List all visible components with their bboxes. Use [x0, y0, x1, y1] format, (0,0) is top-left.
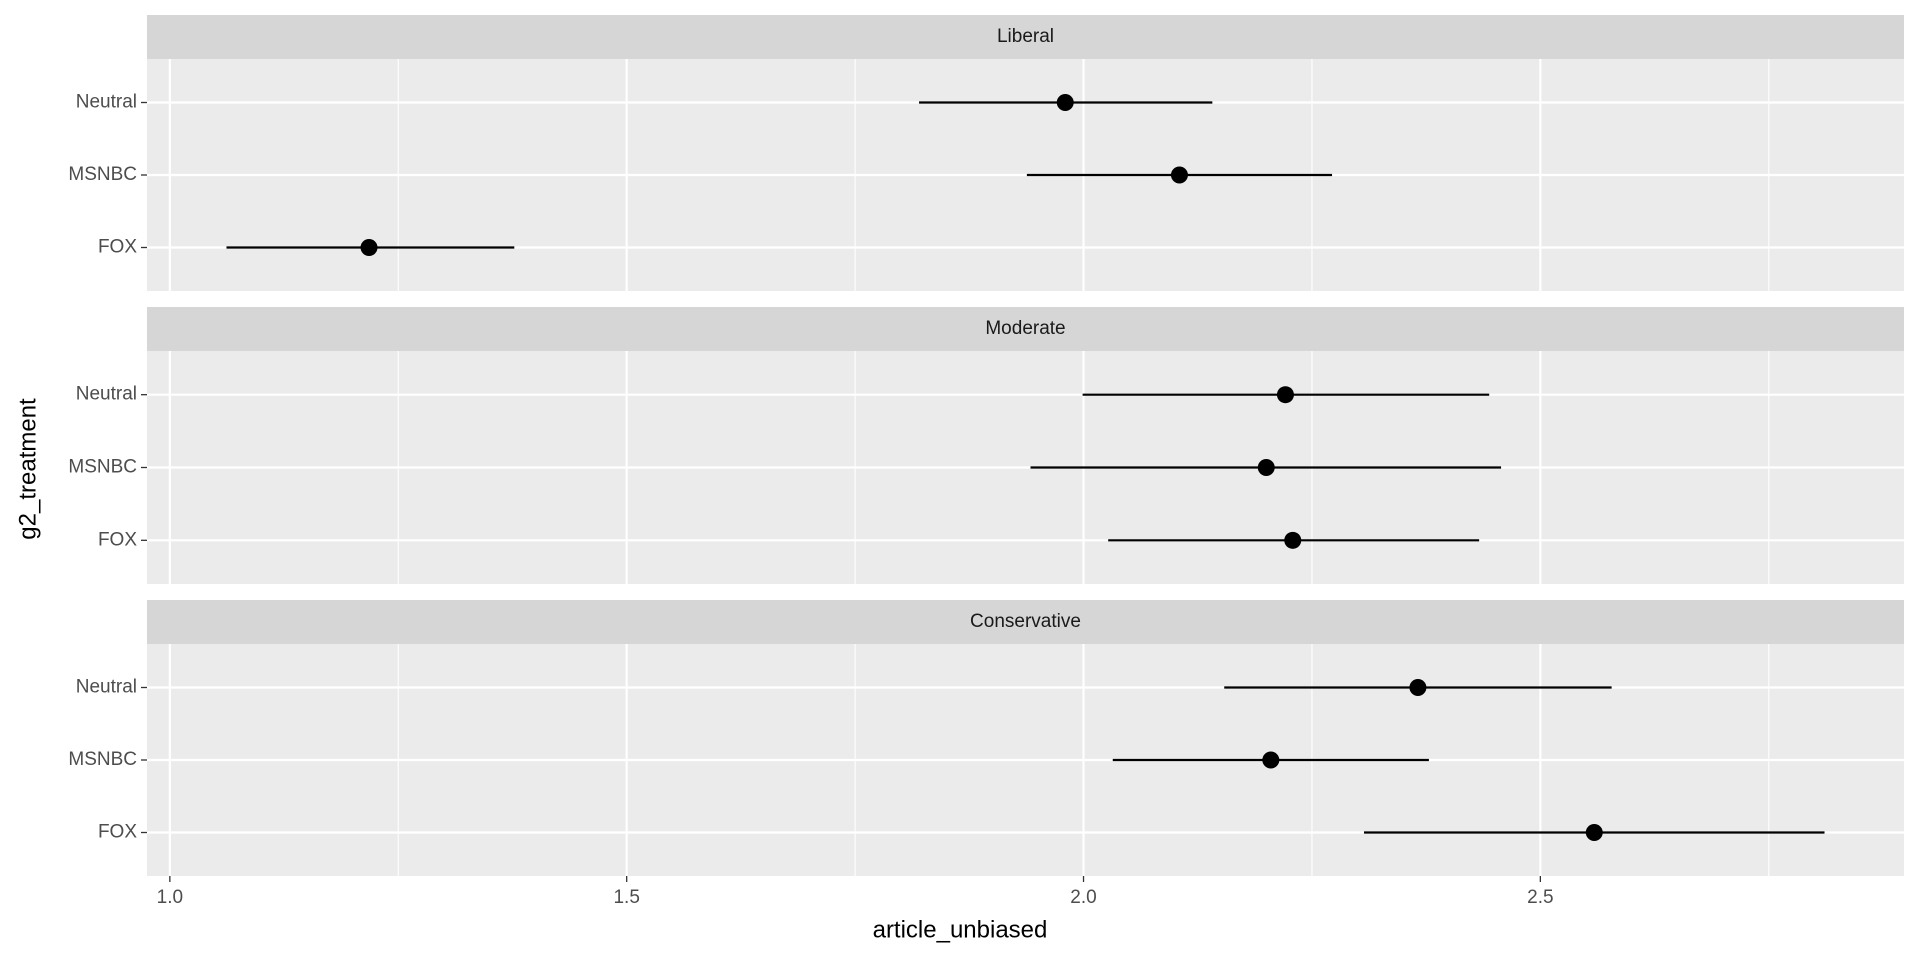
y-tick-label: FOX	[98, 237, 137, 258]
point	[1276, 386, 1294, 404]
y-tick-label: MSNBC	[68, 164, 137, 185]
x-tick-label: 1.5	[613, 887, 639, 908]
strip	[147, 15, 1904, 59]
y-tick-label: MSNBC	[68, 457, 137, 478]
y-tick-label: FOX	[98, 529, 137, 550]
y-tick-label: Neutral	[76, 677, 137, 698]
point	[1585, 824, 1603, 841]
strip-label: Liberal	[997, 26, 1054, 47]
x-axis-title: article_unbiased	[873, 916, 1048, 943]
x-tick-label: 2.0	[1070, 887, 1096, 908]
y-tick-label: FOX	[98, 822, 137, 843]
x-tick-label: 1.0	[157, 887, 183, 908]
y-tick-label: MSNBC	[68, 749, 137, 770]
y-tick-label: Neutral	[76, 384, 137, 405]
strip	[147, 307, 1904, 351]
point	[1056, 94, 1074, 111]
strip-label: Moderate	[985, 318, 1065, 339]
strip-label: Conservative	[970, 611, 1081, 632]
y-tick-label: Neutral	[76, 92, 137, 113]
point	[1262, 751, 1280, 769]
y-axis-title: g2_treatment	[14, 398, 41, 540]
strip	[147, 600, 1904, 644]
point	[1257, 459, 1275, 476]
point	[1170, 166, 1188, 184]
point	[1284, 531, 1302, 549]
point	[1409, 679, 1427, 696]
x-tick-label: 2.5	[1527, 887, 1553, 908]
point	[360, 239, 378, 256]
